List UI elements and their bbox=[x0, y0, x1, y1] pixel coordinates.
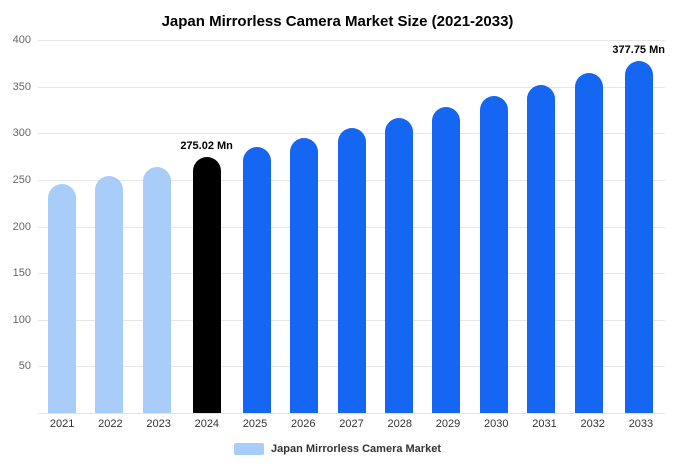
bar-slot bbox=[85, 40, 132, 413]
bar-slot bbox=[470, 40, 517, 413]
y-axis-label: 50 bbox=[18, 360, 31, 373]
bar-slot bbox=[233, 40, 280, 413]
bar-slot bbox=[133, 40, 180, 413]
bar-2028 bbox=[384, 117, 413, 413]
x-axis-label: 2033 bbox=[628, 418, 654, 430]
x-axis-label: 2029 bbox=[435, 418, 461, 430]
legend: Japan Mirrorless Camera Market bbox=[0, 443, 675, 455]
chart-title: Japan Mirrorless Camera Market Size (202… bbox=[161, 13, 514, 30]
bar-2022 bbox=[95, 175, 124, 413]
bar-2033 bbox=[624, 60, 653, 413]
bar-2031 bbox=[527, 84, 556, 413]
y-axis-label: 150 bbox=[12, 267, 31, 280]
bar-2026 bbox=[290, 137, 319, 413]
x-axis-label: 2021 bbox=[49, 418, 75, 430]
x-axis-label: 2022 bbox=[98, 418, 123, 430]
y-axis-label: 200 bbox=[12, 220, 31, 233]
bar-slot bbox=[328, 40, 375, 413]
y-axis-label: 350 bbox=[12, 80, 31, 93]
bar-slot bbox=[375, 40, 422, 413]
legend-swatch-icon bbox=[234, 443, 265, 455]
bar-2030 bbox=[479, 96, 508, 413]
bar-2024 bbox=[192, 156, 221, 413]
bar-2023 bbox=[142, 167, 171, 413]
bar-2029 bbox=[432, 107, 461, 413]
bar-2032 bbox=[574, 73, 603, 413]
bar-slot: 275.02 Mn bbox=[180, 40, 233, 413]
x-axis-label: 2028 bbox=[387, 418, 412, 430]
x-axis-label: 2023 bbox=[146, 418, 171, 430]
y-axis-label: 400 bbox=[12, 34, 31, 46]
x-axis-label: 2031 bbox=[532, 418, 557, 430]
bar-slot bbox=[518, 40, 565, 413]
x-axis-label: 2030 bbox=[483, 418, 509, 430]
x-axis: 2021 2022 2023 2024 2025 2026 2027 2028 2029 2030… bbox=[38, 418, 665, 430]
bars-container: 275.02 Mn 377.75 Mn bbox=[38, 40, 665, 413]
bar-value-label: 275.02 Mn bbox=[180, 139, 233, 152]
bar-slot: 377.75 Mn bbox=[612, 40, 665, 413]
bar-2021 bbox=[47, 184, 76, 413]
plot-area: 50 100 150 200 250 300 350 400 275.02 Mn 377.75 … bbox=[13, 34, 665, 414]
bar-slot bbox=[280, 40, 327, 413]
legend-label: Japan Mirrorless Camera Market bbox=[271, 443, 441, 455]
x-axis-label: 2027 bbox=[339, 418, 364, 430]
bar-slot bbox=[423, 40, 470, 413]
x-axis-label: 2024 bbox=[194, 418, 220, 430]
gridline bbox=[38, 86, 665, 88]
gridline bbox=[38, 40, 665, 41]
y-axis-label: 100 bbox=[12, 313, 31, 326]
bar-2025 bbox=[242, 147, 271, 413]
bar-slot bbox=[38, 40, 85, 413]
y-axis-label: 250 bbox=[12, 173, 31, 186]
x-axis-label: 2026 bbox=[291, 418, 316, 430]
x-axis-label: 2025 bbox=[242, 418, 268, 430]
x-axis-label: 2032 bbox=[580, 418, 605, 430]
bar-2027 bbox=[337, 127, 366, 413]
bar-value-label: 377.75 Mn bbox=[612, 43, 665, 56]
bar-slot bbox=[565, 40, 612, 413]
y-axis-label: 300 bbox=[12, 127, 31, 140]
